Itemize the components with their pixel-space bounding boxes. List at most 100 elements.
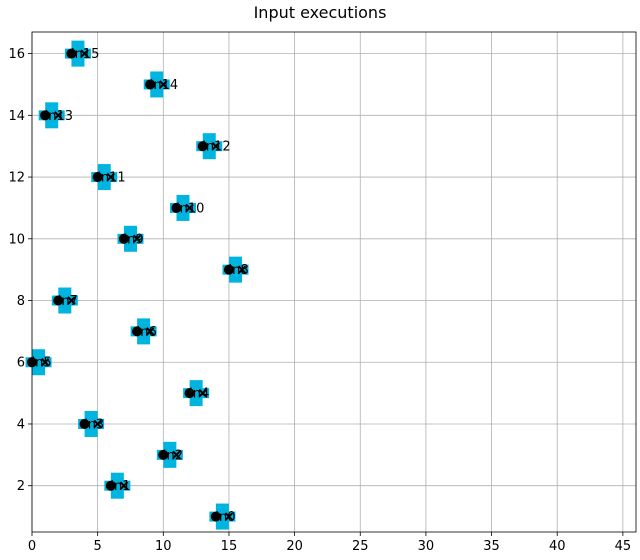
x-marker-stroke [237,265,247,274]
x-marker-stroke [172,450,181,460]
square-marker-crossbar [183,388,210,399]
x-marker-stroke [106,172,115,182]
point-label: in10 [176,201,204,216]
x-marker [40,358,50,367]
dot-marker [66,48,77,59]
square-marker-crossbar [64,48,91,59]
point-label: in1 [110,479,130,494]
square-marker-crossbar [25,357,52,368]
square-marker-crossbar [143,79,170,90]
x-tick-label: 35 [483,539,500,554]
plot-frame [31,31,637,533]
x-marker-stroke [40,358,50,367]
point-label: in11 [97,171,125,186]
x-marker-stroke [145,327,155,336]
square-marker-crossbar [117,233,144,244]
x-marker [237,265,247,274]
x-tick-label: 45 [615,539,632,554]
dot-marker [53,295,64,306]
x-tick-label: 30 [418,539,435,554]
point-label: in9 [123,232,143,247]
dot-marker [145,79,156,90]
x-marker-stroke [54,111,63,120]
x-marker [185,203,194,213]
dot-marker [184,388,195,399]
x-tick-label: 5 [94,539,102,554]
dot-marker [105,480,116,491]
x-tick-label: 40 [549,539,566,554]
x-marker [80,49,89,58]
y-tick-label: 12 [8,171,25,186]
axis-ticks: 0 5 10 15 20 25 30 35 40 45 2 4 6 8 10 12 14 16 [8,47,631,554]
square-marker-crossbar [104,480,131,491]
y-tick-label: 8 [17,294,25,309]
dot-marker [132,326,143,337]
square-marker-crossbar [38,110,65,121]
x-tick-label: 25 [352,539,369,554]
square-marker-crossbar [209,511,236,522]
chart-title: Input executions [254,3,387,22]
x-marker [132,234,142,243]
y-tick-label: 2 [17,479,25,494]
x-marker [145,327,155,336]
x-tick-label: 0 [28,539,36,554]
y-tick-label: 6 [17,356,25,371]
square-marker-crossbar [222,264,249,275]
y-tick-label: 10 [8,232,25,247]
x-marker-stroke [211,141,221,151]
grid [31,32,636,532]
square-marker-crossbar [78,418,105,429]
square-marker-crossbar [156,449,183,460]
point-label: in2 [163,448,183,463]
x-marker-stroke [80,49,89,58]
dot-marker [197,141,208,152]
x-marker [198,388,207,398]
dot-marker [118,233,129,244]
square-marker-crossbar [170,202,196,213]
x-marker [224,512,234,521]
y-tick-label: 4 [17,417,25,432]
point-label: in6 [137,325,157,340]
square-marker-crossbar [91,172,118,183]
x-tick-label: 20 [286,539,303,554]
dot-marker [171,202,182,213]
point-label: in3 [84,417,104,432]
plot-marks [25,40,249,530]
dot-marker [79,418,90,429]
x-marker [159,80,168,89]
square-marker-crossbar [51,295,78,306]
point-label: in5 [32,356,52,371]
x-marker-stroke [185,203,194,213]
point-label: in8 [229,263,249,278]
dot-marker [210,511,221,522]
x-tick-label: 10 [155,539,172,554]
x-marker-stroke [132,234,142,243]
point-label: in15 [71,47,99,62]
x-marker-stroke [93,419,102,429]
dot-marker [158,449,169,460]
x-marker-stroke [224,512,234,521]
x-marker [67,296,76,305]
x-marker [106,172,115,182]
x-marker-stroke [119,481,129,490]
dot-marker [40,110,51,121]
x-marker [172,450,181,460]
point-label: in4 [189,387,209,402]
square-marker-crossbar [130,326,157,337]
square-marker-crossbar [196,141,223,152]
x-marker-stroke [67,296,76,305]
point-label: in12 [202,140,230,155]
point-label: in0 [215,510,235,525]
x-marker [211,141,221,151]
dot-marker [92,172,103,183]
x-tick-label: 15 [221,539,238,554]
y-tick-label: 16 [8,47,25,62]
point-label: in14 [150,78,178,93]
y-tick-label: 14 [8,109,25,124]
point-label: in13 [45,109,73,124]
x-marker [93,419,102,429]
point-labels: in0 in1 in2 in3 in4 in5 in6 in7 in8 in9 in10 in11 in… [32,47,249,525]
dot-marker [223,264,234,275]
x-marker-stroke [198,388,207,398]
